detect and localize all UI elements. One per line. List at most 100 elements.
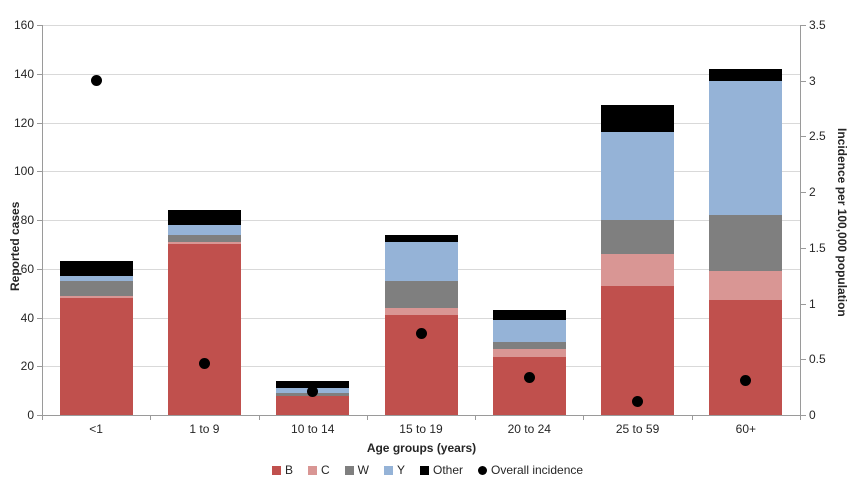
bar-segment-y xyxy=(492,319,566,342)
incidence-dot xyxy=(523,371,535,383)
x-category-label: <1 xyxy=(89,422,103,436)
x-category-label: 10 to 14 xyxy=(291,422,335,436)
y-left-tick xyxy=(37,25,42,26)
x-axis-tick xyxy=(150,415,152,420)
bar-segment-other xyxy=(167,210,241,225)
legend-circle-marker xyxy=(478,465,487,475)
x-category-label: 1 to 9 xyxy=(189,422,220,436)
y-left-tick xyxy=(37,268,42,270)
bar-segment-b xyxy=(59,298,133,415)
bar-segment-y xyxy=(709,81,783,216)
x-category-label: 25 to 59 xyxy=(615,422,660,436)
legend-item-overall-incidence: Overall incidence xyxy=(478,463,583,477)
y-right-tick-label: 3.5 xyxy=(809,18,826,32)
legend-item-b: B xyxy=(271,463,293,477)
legend-item-c: C xyxy=(307,463,330,477)
y-left-tick-label: 160 xyxy=(13,18,34,32)
bar-segment-b xyxy=(492,356,566,415)
x-axis-line xyxy=(42,415,801,416)
legend-square-swatch xyxy=(344,465,354,475)
bar-segment-c xyxy=(167,241,241,245)
incidence-dot xyxy=(740,374,752,386)
x-axis-tick xyxy=(366,415,368,420)
y-right-tick-label: 1 xyxy=(809,296,816,311)
bar-segment-other xyxy=(709,68,783,82)
y-left-tick xyxy=(37,122,42,124)
bar-segment-w xyxy=(709,215,783,272)
bar-segment-w xyxy=(59,280,133,296)
bar-segment-other xyxy=(384,234,458,242)
y-right-tick-label: 2.5 xyxy=(809,129,826,144)
bar-segment-b xyxy=(709,300,783,415)
bar-segment-other xyxy=(492,310,566,320)
bar-segment-w xyxy=(384,280,458,308)
legend-item-w: W xyxy=(344,463,369,477)
y-left-tick-label: 80 xyxy=(20,213,34,227)
legend-square-swatch xyxy=(307,465,317,475)
legend-label: Other xyxy=(432,463,463,477)
y-right-tick-label: 2 xyxy=(809,185,816,200)
y-right-tick xyxy=(801,359,806,361)
y-left-tick-label: 120 xyxy=(13,115,34,130)
y-left-tick-label: 0 xyxy=(27,408,34,422)
legend-square-swatch xyxy=(383,465,393,475)
legend-label: W xyxy=(357,463,369,477)
x-axis-tick xyxy=(583,415,585,420)
gridline xyxy=(42,220,800,221)
legend-square-swatch xyxy=(271,465,281,475)
y-right-tick-label: 3 xyxy=(809,73,816,88)
bar-segment-w xyxy=(492,341,566,350)
legend-item-y: Y xyxy=(383,463,405,477)
y-right-tick xyxy=(801,136,806,138)
legend-label: B xyxy=(284,463,293,477)
incidence-dot xyxy=(198,358,210,370)
x-category-label: 60+ xyxy=(735,422,757,436)
x-axis-tick xyxy=(800,415,801,420)
y-right-tick xyxy=(801,80,806,82)
x-axis-title: Age groups (years) xyxy=(366,441,477,455)
y-right-tick xyxy=(801,247,806,249)
y-left-tick xyxy=(37,171,42,173)
bar-segment-other xyxy=(276,380,350,389)
y-left-tick xyxy=(37,73,42,75)
gridline xyxy=(42,171,800,173)
x-category-label: 15 to 19 xyxy=(399,422,443,436)
legend-item-other: Other xyxy=(419,463,463,477)
incidence-dot xyxy=(632,396,644,408)
y-right-axis-title: Incidence per 100,000 population xyxy=(835,128,849,317)
y-left-tick xyxy=(37,415,42,416)
bar-segment-c xyxy=(384,307,458,316)
gridline xyxy=(42,73,800,75)
gridline xyxy=(42,25,800,26)
bar-segment-y xyxy=(384,241,458,281)
bar-segment-y xyxy=(167,224,241,235)
y-right-tick-label: 1.5 xyxy=(809,240,826,255)
y-left-tick xyxy=(37,366,42,368)
bar-segment-c xyxy=(59,295,133,298)
x-axis-tick xyxy=(42,415,43,420)
y-left-tick-label: 100 xyxy=(13,164,34,179)
y-left-axis-line xyxy=(42,25,43,416)
y-right-tick xyxy=(801,303,806,305)
x-axis-tick xyxy=(691,415,693,420)
y-right-tick xyxy=(801,415,806,416)
bar-segment-other xyxy=(59,261,133,277)
incidence-dot xyxy=(90,75,102,87)
bar-segment-other xyxy=(601,105,675,133)
bar-segment-c xyxy=(492,349,566,357)
incidence-dot xyxy=(307,386,319,398)
legend-label: Y xyxy=(396,463,405,477)
bar-segment-c xyxy=(601,254,675,286)
bar-segment-b xyxy=(601,285,675,415)
legend-label: Overall incidence xyxy=(491,463,584,477)
bar-segment-b xyxy=(276,395,350,415)
x-axis-tick xyxy=(258,415,260,420)
y-right-axis-line xyxy=(800,25,801,416)
y-right-tick xyxy=(801,192,806,194)
incidence-dot xyxy=(415,328,427,340)
y-right-tick-label: 0.5 xyxy=(809,352,826,367)
x-axis-tick xyxy=(475,415,477,420)
legend-square-swatch xyxy=(419,465,429,475)
x-category-label: 20 to 24 xyxy=(507,422,551,436)
y-left-tick-label: 20 xyxy=(20,359,34,374)
